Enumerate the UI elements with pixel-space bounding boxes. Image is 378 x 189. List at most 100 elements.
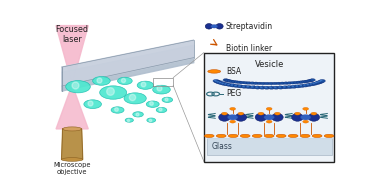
Ellipse shape xyxy=(228,134,238,138)
Circle shape xyxy=(272,82,277,85)
Ellipse shape xyxy=(288,134,298,138)
Circle shape xyxy=(226,83,233,87)
Text: Streptavidin: Streptavidin xyxy=(226,22,273,31)
Circle shape xyxy=(243,81,248,84)
Circle shape xyxy=(319,81,321,82)
Ellipse shape xyxy=(276,134,286,138)
Circle shape xyxy=(223,79,228,81)
Circle shape xyxy=(274,87,276,88)
Text: PEG: PEG xyxy=(226,89,241,98)
Ellipse shape xyxy=(218,113,230,121)
Circle shape xyxy=(255,86,258,88)
Circle shape xyxy=(253,82,259,85)
Circle shape xyxy=(153,85,170,94)
Text: BSA: BSA xyxy=(226,67,241,76)
Circle shape xyxy=(146,101,159,107)
Circle shape xyxy=(283,86,285,88)
Circle shape xyxy=(292,86,294,87)
Ellipse shape xyxy=(62,158,83,161)
Circle shape xyxy=(133,112,143,117)
Circle shape xyxy=(287,82,292,84)
Circle shape xyxy=(246,82,251,84)
Circle shape xyxy=(315,82,318,83)
Circle shape xyxy=(314,81,320,85)
Circle shape xyxy=(216,81,222,84)
Circle shape xyxy=(230,107,235,110)
Circle shape xyxy=(296,81,302,84)
Circle shape xyxy=(299,81,304,83)
Circle shape xyxy=(219,82,222,83)
Circle shape xyxy=(309,83,315,86)
Circle shape xyxy=(214,80,217,81)
Circle shape xyxy=(124,93,146,104)
Circle shape xyxy=(156,107,167,113)
Circle shape xyxy=(258,112,264,115)
Circle shape xyxy=(224,83,227,84)
Ellipse shape xyxy=(205,24,212,29)
Circle shape xyxy=(241,85,248,88)
Text: Glass: Glass xyxy=(212,142,233,151)
Circle shape xyxy=(280,82,285,85)
Text: Microscope
objective: Microscope objective xyxy=(53,162,91,175)
Circle shape xyxy=(234,81,239,83)
Circle shape xyxy=(69,83,76,86)
Text: Vesicle: Vesicle xyxy=(254,60,284,69)
Circle shape xyxy=(224,79,229,82)
Circle shape xyxy=(273,86,279,89)
Circle shape xyxy=(303,84,306,86)
Circle shape xyxy=(162,97,173,102)
Ellipse shape xyxy=(216,134,226,138)
Circle shape xyxy=(305,83,312,87)
Circle shape xyxy=(320,80,322,81)
Circle shape xyxy=(240,81,245,84)
Circle shape xyxy=(211,25,218,28)
Circle shape xyxy=(84,100,101,108)
Circle shape xyxy=(276,82,281,85)
Circle shape xyxy=(303,107,308,110)
Circle shape xyxy=(299,84,305,88)
Circle shape xyxy=(118,77,132,84)
Circle shape xyxy=(264,115,274,120)
Circle shape xyxy=(302,80,307,83)
Circle shape xyxy=(215,81,218,82)
Circle shape xyxy=(214,80,221,83)
Circle shape xyxy=(263,86,270,89)
Circle shape xyxy=(222,112,228,115)
Ellipse shape xyxy=(235,113,247,121)
Circle shape xyxy=(312,83,315,84)
Circle shape xyxy=(222,83,224,84)
Circle shape xyxy=(246,86,249,87)
Circle shape xyxy=(261,82,266,85)
Circle shape xyxy=(228,115,238,120)
Ellipse shape xyxy=(291,113,303,121)
Circle shape xyxy=(287,85,293,89)
Circle shape xyxy=(260,87,262,88)
Circle shape xyxy=(266,120,272,123)
Circle shape xyxy=(251,86,253,88)
Circle shape xyxy=(291,85,297,88)
Circle shape xyxy=(238,112,244,115)
Text: Biotin linker: Biotin linker xyxy=(226,44,272,53)
Circle shape xyxy=(268,86,275,89)
Ellipse shape xyxy=(271,113,283,121)
Polygon shape xyxy=(62,45,194,91)
Circle shape xyxy=(231,84,233,86)
Circle shape xyxy=(295,85,301,88)
Circle shape xyxy=(227,84,230,85)
Circle shape xyxy=(242,86,245,87)
Circle shape xyxy=(227,80,232,82)
Circle shape xyxy=(301,115,311,120)
Ellipse shape xyxy=(264,134,274,138)
Circle shape xyxy=(230,120,235,123)
Circle shape xyxy=(250,82,255,84)
Circle shape xyxy=(268,82,274,85)
Ellipse shape xyxy=(204,134,214,138)
Circle shape xyxy=(318,80,324,83)
Circle shape xyxy=(100,86,127,99)
Circle shape xyxy=(296,85,298,87)
Circle shape xyxy=(311,112,317,115)
Circle shape xyxy=(294,112,301,115)
Circle shape xyxy=(265,87,267,88)
Circle shape xyxy=(250,86,256,89)
Bar xyxy=(207,138,332,155)
